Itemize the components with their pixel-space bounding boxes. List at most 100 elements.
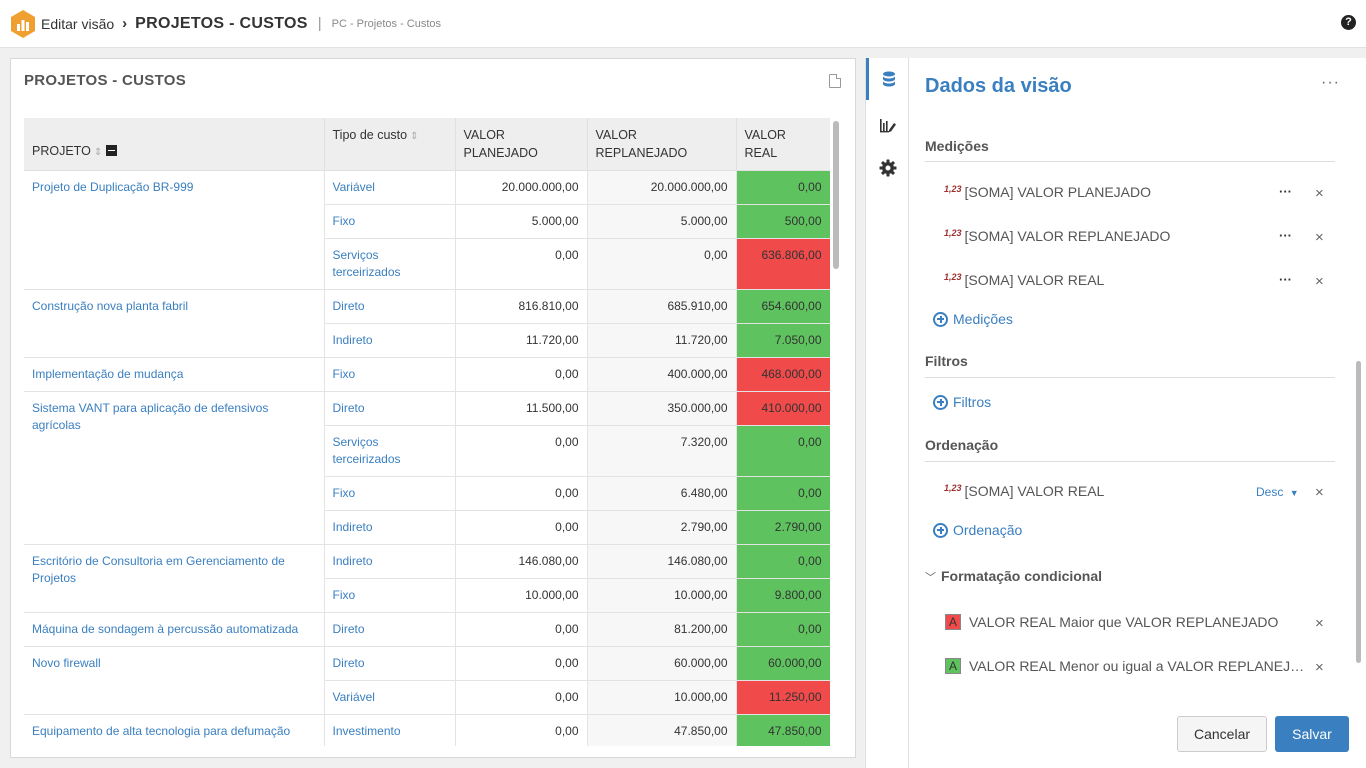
panel-scrollbar[interactable]	[1356, 361, 1361, 663]
cell-tipo-custo[interactable]: Direto	[324, 391, 456, 426]
remove-icon[interactable]: ×	[1315, 484, 1324, 501]
table-row: Variável 0,00 10.000,00 11.250,00	[24, 680, 830, 715]
sort-icon[interactable]: ⇕	[410, 131, 419, 142]
chart-edit-icon	[879, 119, 896, 133]
table-row: Equipamento de alta tecnologia para defu…	[24, 714, 830, 746]
cell-tipo-custo[interactable]: Fixo	[324, 476, 456, 511]
format-color-swatch[interactable]: A	[945, 614, 961, 630]
section-title-medicoes: Medições	[925, 138, 989, 154]
table-row: Serviços terceirizados 0,00 0,00 636.806,00	[24, 238, 830, 290]
export-icon[interactable]	[829, 74, 841, 88]
measure-item[interactable]: 1,23 [SOMA] VALOR PLANEJADO	[944, 184, 1151, 200]
col-header-planejado[interactable]: VALOR PLANEJADO	[455, 118, 588, 171]
caret-down-icon: ▼	[1289, 488, 1299, 498]
add-measure-button[interactable]: Medições	[933, 311, 1013, 327]
section-title-filtros: Filtros	[925, 353, 968, 369]
cell-valor-real: 2.790,00	[736, 510, 830, 545]
table-row: Escritório de Consultoria em Gerenciamen…	[24, 544, 830, 613]
view-data-panel: Dados da visão ··· Medições 1,23 [SOMA] V…	[909, 58, 1366, 768]
measure-item[interactable]: 1,23 [SOMA] VALOR REPLANEJADO	[944, 228, 1170, 244]
add-filter-button[interactable]: Filtros	[933, 394, 991, 410]
chevron-down-icon[interactable]: ﹀	[925, 572, 936, 584]
cell-tipo-custo[interactable]: Indireto	[324, 544, 456, 579]
sort-item[interactable]: 1,23 [SOMA] VALOR REAL	[944, 483, 1104, 499]
cell-tipo-custo[interactable]: Fixo	[324, 357, 456, 392]
add-sort-button[interactable]: Ordenação	[933, 522, 1022, 538]
cell-valor-replanejado: 20.000.000,00	[587, 170, 737, 205]
table-body: Projeto de Duplicação BR-999 Variável 20.0…	[24, 170, 830, 746]
app-logo-icon[interactable]	[8, 9, 38, 39]
cell-projeto[interactable]: Sistema VANT para aplicação de defensivo…	[24, 391, 325, 545]
divider	[925, 161, 1335, 162]
cell-tipo-custo[interactable]: Serviços terceirizados	[324, 238, 456, 290]
table-row: Indireto 0,00 2.790,00 2.790,00	[24, 510, 830, 545]
remove-icon[interactable]: ×	[1315, 659, 1324, 676]
cell-tipo-custo[interactable]: Direto	[324, 646, 456, 681]
measure-options-icon[interactable]: ···	[1279, 272, 1292, 287]
cell-tipo-custo[interactable]: Direto	[324, 289, 456, 324]
table-row: Fixo 0,00 6.480,00 0,00	[24, 476, 830, 511]
cell-projeto[interactable]: Novo firewall	[24, 646, 325, 715]
gear-icon	[879, 159, 896, 177]
cell-projeto[interactable]: Projeto de Duplicação BR-999	[24, 170, 325, 290]
cell-projeto[interactable]: Máquina de sondagem à percussão automati…	[24, 612, 325, 647]
cell-valor-replanejado: 400.000,00	[587, 357, 737, 392]
table-row: Novo firewall Direto 0,00 60.000,00 60.000,0…	[24, 646, 830, 715]
cell-tipo-custo[interactable]: Investimento	[324, 714, 456, 746]
measure-item[interactable]: 1,23 [SOMA] VALOR REAL	[944, 272, 1104, 288]
col-header-tipo[interactable]: Tipo de custo ⇕	[324, 118, 456, 171]
col-header-projeto[interactable]: PROJETO ⇕	[24, 118, 325, 171]
tab-chart-style[interactable]	[866, 104, 909, 146]
cell-projeto[interactable]: Escritório de Consultoria em Gerenciamen…	[24, 544, 325, 613]
cell-valor-replanejado: 7.320,00	[587, 425, 737, 477]
remove-icon[interactable]: ×	[1315, 615, 1324, 632]
table-scrollbar[interactable]	[833, 121, 839, 269]
col-header-replanejado[interactable]: VALOR REPLANEJADO	[587, 118, 737, 171]
cell-valor-planejado: 816.810,00	[455, 289, 588, 324]
cell-tipo-custo[interactable]: Fixo	[324, 204, 456, 239]
cell-valor-real: 0,00	[736, 476, 830, 511]
format-rule-label[interactable]: VALOR REAL Maior que VALOR REPLANEJADO	[969, 614, 1279, 630]
measure-label: [SOMA] VALOR REAL	[964, 272, 1105, 288]
table-row: Fixo 10.000,00 10.000,00 9.800,00	[24, 578, 830, 613]
cell-valor-real: 654.600,00	[736, 289, 830, 324]
remove-icon[interactable]: ×	[1315, 229, 1324, 246]
col-header-real[interactable]: VALOR REAL	[736, 118, 830, 171]
cancel-button[interactable]: Cancelar	[1177, 716, 1267, 752]
measure-options-icon[interactable]: ···	[1279, 228, 1292, 243]
cell-projeto[interactable]: Implementação de mudança	[24, 357, 325, 392]
panel-more-icon[interactable]: ···	[1321, 74, 1340, 91]
cell-tipo-custo[interactable]: Fixo	[324, 578, 456, 613]
cell-tipo-custo[interactable]: Direto	[324, 612, 456, 647]
format-color-swatch[interactable]: A	[945, 658, 961, 674]
view-card: PROJETOS - CUSTOS PROJETO ⇕ Tipo de custo…	[10, 58, 856, 758]
remove-icon[interactable]: ×	[1315, 185, 1324, 202]
format-rule-label[interactable]: VALOR REAL Menor ou igual a VALOR REPLAN…	[969, 658, 1305, 674]
collapse-icon[interactable]	[106, 145, 118, 156]
sort-direction-dropdown[interactable]: Desc ▼	[1256, 485, 1299, 499]
cell-valor-replanejado: 0,00	[587, 238, 737, 290]
cell-valor-replanejado: 350.000,00	[587, 391, 737, 426]
tab-settings[interactable]	[866, 147, 909, 189]
save-button[interactable]: Salvar	[1275, 716, 1349, 752]
table-row: Construção nova planta fabril Direto 816.8…	[24, 289, 830, 358]
help-icon[interactable]: ?	[1341, 15, 1356, 30]
measure-options-icon[interactable]: ···	[1279, 184, 1292, 199]
section-title-formatacao[interactable]: Formatação condicional	[941, 568, 1103, 584]
cell-projeto[interactable]: Construção nova planta fabril	[24, 289, 325, 358]
remove-icon[interactable]: ×	[1315, 273, 1324, 290]
cell-tipo-custo[interactable]: Indireto	[324, 323, 456, 358]
add-filter-label: Filtros	[953, 394, 992, 410]
cell-tipo-custo[interactable]: Variável	[324, 170, 456, 205]
table-row: Indireto 11.720,00 11.720,00 7.050,00	[24, 323, 830, 358]
cell-tipo-custo[interactable]: Serviços terceirizados	[324, 425, 456, 477]
tab-data[interactable]	[866, 58, 909, 100]
sort-icon[interactable]: ⇕	[93, 147, 103, 158]
col-header-label: VALOR	[463, 128, 505, 142]
cell-projeto[interactable]: Equipamento de alta tecnologia para defu…	[24, 714, 325, 746]
cell-tipo-custo[interactable]: Indireto	[324, 510, 456, 545]
breadcrumb-edit-view[interactable]: Editar visão	[41, 15, 115, 32]
data-table-container: PROJETO ⇕ Tipo de custo ⇕ VALOR PLANEJADO …	[24, 118, 830, 746]
divider	[925, 377, 1335, 378]
cell-tipo-custo[interactable]: Variável	[324, 680, 456, 715]
